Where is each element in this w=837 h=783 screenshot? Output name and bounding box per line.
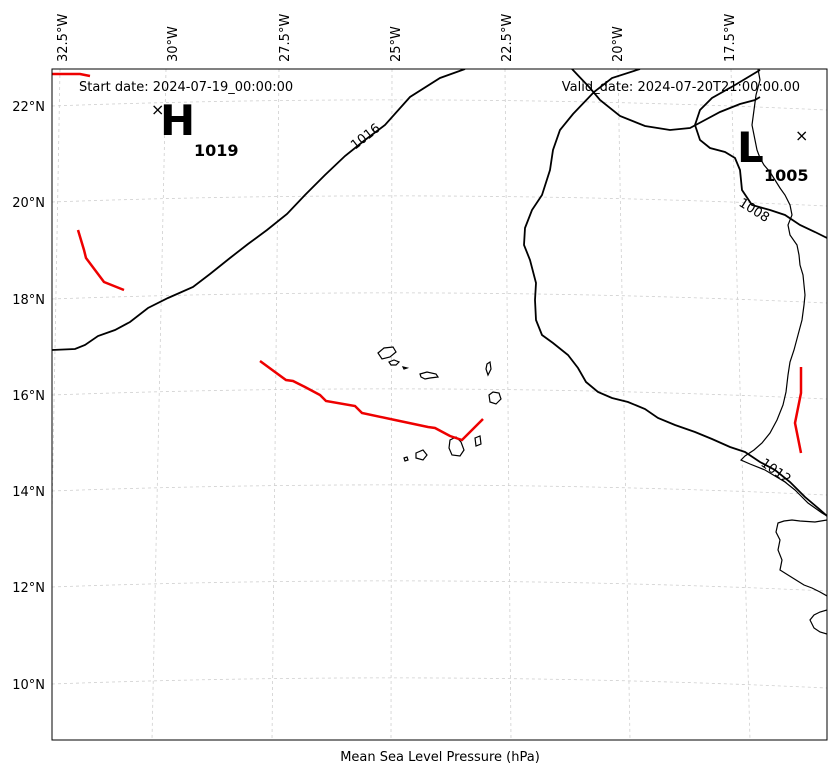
- high-pressure-letter: H: [160, 96, 195, 145]
- parallel-12n: [52, 580, 827, 592]
- isobar-label-1016: 1016: [348, 121, 383, 153]
- lon-tick-label-30w: 30°W: [166, 26, 181, 62]
- island-fogo: [415, 449, 428, 461]
- parallel-16n: [52, 388, 827, 400]
- meridian-17-5w: [730, 69, 751, 740]
- map-footer-label: Mean Sea Level Pressure (hPa): [340, 750, 540, 765]
- lon-tick-label-20w: 20°W: [611, 26, 626, 62]
- isobars: [52, 69, 827, 517]
- island-maio: [474, 435, 482, 447]
- lat-tick-label-10n: 10°N: [12, 678, 45, 693]
- parallel-18n: [52, 292, 827, 304]
- island-sao-vicente: [388, 359, 401, 366]
- meridian-32-5w: [52, 69, 61, 539]
- valid-date-text: Valid_date: 2024-07-20T21:00:00.00: [562, 80, 800, 95]
- island-santa-luzia: [401, 366, 410, 370]
- meridian-27-5w: [271, 69, 280, 740]
- island-santo-antao: [377, 346, 397, 360]
- parallel-10n: [52, 677, 827, 689]
- lon-tick-label-25w: 25°W: [389, 26, 404, 62]
- parallel-14n: [52, 484, 827, 496]
- isobar-1012-south: [523, 69, 827, 517]
- front-east: [793, 367, 803, 454]
- parallel-20n: [52, 195, 827, 207]
- center-marker-low: ×: [795, 126, 808, 145]
- front-top-left: [52, 72, 91, 78]
- island-sal: [485, 360, 492, 377]
- coastline-west-africa: [739, 69, 827, 517]
- lon-tick-label-32-5w: 32.5°W: [56, 14, 71, 62]
- meridian-20w: [617, 69, 631, 740]
- isobar-1016: [52, 69, 466, 351]
- low-pressure-value: 1005: [764, 166, 809, 185]
- fronts: [52, 72, 803, 454]
- coastline-africa: [739, 69, 827, 635]
- isobar-labels: 1016 1008 1012: [348, 121, 793, 487]
- map-area: 1016 1008 1012 × H 1019 × L 1005: [52, 69, 827, 740]
- front-west: [76, 229, 125, 292]
- island-brava: [403, 456, 409, 462]
- isobar-1012: [571, 69, 761, 131]
- lat-tick-label-16n: 16°N: [12, 389, 45, 404]
- meridian-22-5w: [504, 69, 512, 740]
- lat-tick-label-18n: 18°N: [12, 293, 45, 308]
- coastline-guinea-bissau: [775, 519, 827, 597]
- longitude-tick-labels: 32.5°W 30°W 27.5°W 25°W 22.5°W 20°W 17.5…: [56, 14, 738, 62]
- center-marker-high: ×: [151, 100, 164, 119]
- lat-tick-label-22n: 22°N: [12, 100, 45, 115]
- start-date-text: Start date: 2024-07-19_00:00:00: [79, 80, 293, 95]
- isobar-1008: [694, 69, 827, 239]
- lat-tick-label-14n: 14°N: [12, 485, 45, 500]
- isobar-label-1012: 1012: [758, 456, 794, 487]
- lon-tick-label-17-5w: 17.5°W: [723, 14, 738, 62]
- cape-verde-islands: [377, 346, 502, 462]
- front-central: [259, 359, 484, 442]
- lat-tick-label-12n: 12°N: [12, 581, 45, 596]
- island-sao-nicolau: [419, 371, 440, 380]
- graticule: [52, 69, 827, 740]
- lon-tick-label-27-5w: 27.5°W: [278, 14, 293, 62]
- island-boa-vista: [488, 391, 502, 405]
- parallel-22n: [52, 99, 827, 111]
- map-frame: [51, 68, 828, 741]
- high-pressure-center: × H 1019: [151, 96, 239, 160]
- lon-tick-label-22-5w: 22.5°W: [500, 14, 515, 62]
- high-pressure-value: 1019: [194, 141, 239, 160]
- coastline-guinea: [809, 609, 827, 635]
- low-pressure-center: × L 1005: [737, 123, 809, 185]
- isobar-label-1008: 1008: [736, 196, 772, 226]
- lat-tick-label-20n: 20°N: [12, 196, 45, 211]
- meridian-30w: [151, 69, 167, 740]
- meridian-25w: [390, 69, 393, 740]
- latitude-tick-labels: 22°N 20°N 18°N 16°N 14°N 12°N 10°N: [12, 100, 45, 693]
- low-pressure-letter: L: [737, 123, 764, 172]
